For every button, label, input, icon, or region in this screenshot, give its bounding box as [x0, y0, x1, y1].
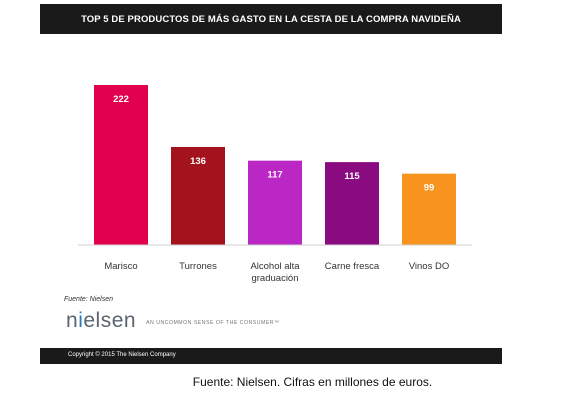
category-label: Turrones: [179, 261, 217, 272]
bar-value-label: 222: [113, 94, 129, 105]
category-label: Marisco: [104, 261, 137, 272]
logo-accent: i: [78, 309, 84, 332]
category-label: Alcohol alta graduación: [250, 261, 300, 284]
bar-5: [402, 173, 456, 245]
bar-2: [171, 146, 225, 245]
bar-value-label: 99: [424, 183, 435, 194]
bar-value-label: 136: [190, 156, 206, 167]
bar-chart: 222 136 117 115 99 Marisco Turrones Alcohol al…: [78, 85, 472, 284]
figure-caption: Fuente: Nielsen. Cifras en millones de e…: [192, 375, 433, 389]
nielsen-logo: nielsen: [66, 310, 136, 331]
copyright-text: Copyright © 2015 The Nielsen Company: [68, 352, 176, 358]
footer-bar: Copyright © 2015 The Nielsen Company: [40, 348, 502, 364]
bar-value-label: 115: [344, 171, 360, 182]
bar-1: [94, 85, 148, 245]
bar-3: [248, 160, 302, 245]
category-label: Vinos DO: [409, 261, 449, 272]
title-bar: TOP 5 DE PRODUCTOS DE MÁS GASTO EN LA CE…: [40, 4, 502, 34]
source-note: Fuente: Nielsen: [64, 296, 114, 303]
category-label: Carne fresca: [325, 261, 380, 272]
bar-value-label: 117: [267, 170, 282, 181]
bar-4: [325, 162, 379, 245]
chart-title: TOP 5 DE PRODUCTOS DE MÁS GASTO EN LA CE…: [81, 13, 461, 25]
brand-row: nielsen AN UNCOMMON SENSE OF THE CONSUME…: [66, 310, 280, 331]
logo-prefix: n: [66, 309, 79, 332]
brand-tagline: AN UNCOMMON SENSE OF THE CONSUMER™: [146, 320, 280, 326]
logo-suffix: elsen: [83, 309, 137, 332]
chart-slide: TOP 5 DE PRODUCTOS DE MÁS GASTO EN LA CE…: [40, 4, 502, 364]
